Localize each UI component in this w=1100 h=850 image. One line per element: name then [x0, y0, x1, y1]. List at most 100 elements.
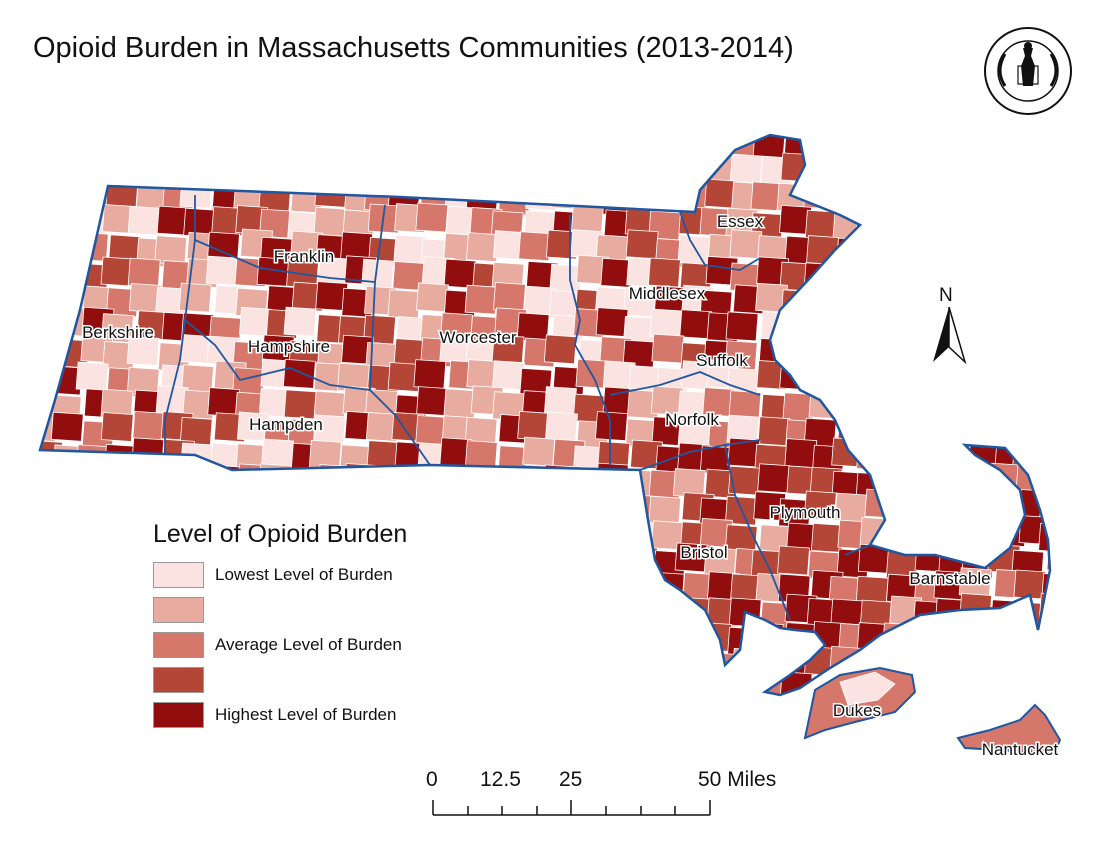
town-cell — [205, 255, 239, 286]
town-cell — [757, 463, 791, 494]
town-cell — [754, 651, 788, 682]
town-cell — [1011, 207, 1045, 238]
scale-bar-ruler — [432, 800, 711, 816]
town-cell — [932, 645, 966, 676]
town-cell — [986, 412, 1019, 443]
town-cell — [105, 489, 139, 520]
town-cell — [40, 365, 58, 395]
town-cell — [180, 463, 214, 494]
town-cell — [443, 471, 477, 502]
town-cell — [335, 732, 367, 761]
town-cell — [729, 229, 763, 260]
town-cell — [443, 258, 477, 289]
town-cell — [1046, 282, 1050, 313]
town-cell — [605, 728, 637, 757]
town-cell — [1011, 362, 1045, 393]
town-cell — [909, 702, 941, 731]
town-cell — [469, 517, 503, 548]
legend-label-average: Average Level of Burden — [215, 635, 402, 654]
town-cell — [549, 518, 583, 549]
town-cell — [784, 622, 818, 653]
town-cell — [417, 159, 451, 190]
county-label-norfolk: Norfolk — [665, 410, 719, 429]
town-cell — [212, 759, 244, 788]
town-cell — [777, 545, 810, 576]
town-cell — [729, 153, 763, 184]
town-cell — [908, 488, 942, 519]
town-cell — [985, 205, 1019, 235]
town-cell — [804, 209, 838, 240]
town-cell — [258, 135, 292, 159]
town-cell — [106, 698, 138, 727]
town-cell — [261, 756, 293, 785]
town-cell — [40, 231, 65, 262]
town-cell — [210, 726, 242, 755]
town-cell — [677, 390, 711, 421]
town-cell — [54, 732, 86, 761]
town-cell — [415, 202, 449, 233]
town-cell — [132, 728, 164, 757]
town-cell — [291, 729, 323, 758]
legend-swatch-highest — [153, 702, 204, 728]
town-cell — [387, 289, 421, 320]
town-cell — [49, 261, 83, 292]
town-cell — [651, 654, 685, 685]
town-cell — [109, 549, 143, 580]
town-cell — [682, 135, 716, 164]
town-cell — [207, 387, 241, 418]
town-cell — [884, 749, 916, 778]
town-cell — [518, 231, 552, 262]
town-cell — [283, 389, 317, 420]
town-cell — [520, 731, 552, 760]
town-cell — [1046, 679, 1050, 695]
town-cell — [390, 469, 424, 500]
town-cell — [624, 731, 656, 760]
town-cell — [887, 492, 921, 523]
town-cell — [889, 289, 923, 319]
town-cell — [860, 756, 892, 785]
town-cell — [543, 386, 577, 417]
town-cell — [40, 570, 61, 601]
town-cell — [758, 702, 790, 731]
town-cell — [107, 574, 141, 605]
town-cell — [1046, 542, 1050, 572]
town-cell — [832, 135, 866, 156]
town-cell — [804, 309, 837, 339]
town-cell — [836, 336, 870, 366]
town-cell — [960, 514, 994, 545]
town-cell — [1043, 463, 1050, 494]
town-cell — [937, 394, 970, 425]
town-cell — [961, 150, 995, 181]
town-cell — [80, 702, 112, 731]
town-cell — [525, 567, 559, 598]
town-cell — [651, 178, 685, 208]
town-cell — [651, 571, 685, 602]
town-cell — [987, 388, 1021, 419]
town-cell — [598, 518, 632, 549]
town-cell — [986, 492, 1020, 523]
town-cell — [108, 597, 142, 628]
town-cell — [127, 257, 161, 288]
town-cell — [1046, 627, 1050, 658]
town-cell — [316, 758, 348, 787]
town-cell — [520, 135, 554, 162]
legend-item-low — [153, 597, 473, 625]
town-cell — [602, 158, 635, 189]
town-cell — [496, 471, 530, 502]
town-cell — [339, 444, 373, 475]
town-cell — [443, 160, 477, 191]
boundary-plymouth-barnstable — [844, 544, 871, 556]
town-cell — [731, 729, 763, 758]
town-cell — [413, 359, 447, 390]
town-cell — [700, 673, 733, 695]
town-cell — [52, 651, 86, 682]
town-cell — [1039, 488, 1050, 519]
town-cell — [51, 757, 83, 786]
town-cell — [156, 754, 188, 783]
town-cell — [542, 676, 576, 695]
town-cell — [40, 599, 65, 630]
town-cell — [779, 337, 812, 367]
town-cell — [859, 288, 893, 319]
town-cell — [40, 463, 59, 494]
town-cell — [782, 756, 814, 785]
